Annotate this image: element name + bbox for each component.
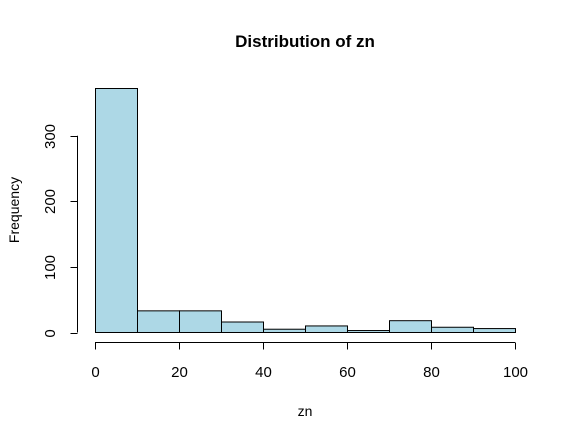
x-tick-label: 60 — [339, 364, 356, 381]
x-tick-label: 20 — [171, 364, 188, 381]
x-tick-label: 100 — [503, 364, 528, 381]
bars-group — [95, 88, 516, 333]
x-axis: 0 20 40 60 80 100 — [91, 342, 528, 381]
histogram-bar — [431, 326, 474, 333]
histogram-bar — [95, 88, 138, 333]
y-tick-label: 0 — [42, 329, 59, 337]
y-tick-label: 200 — [42, 189, 59, 214]
histogram-bar — [179, 310, 222, 333]
x-axis-label: zn — [298, 403, 313, 419]
histogram-bar — [389, 320, 432, 333]
x-tick-label: 0 — [91, 364, 99, 381]
histogram-bar — [221, 321, 264, 333]
histogram-bar — [473, 328, 516, 333]
y-axis-label: Frequency — [6, 177, 22, 243]
histogram-bar — [137, 310, 180, 333]
chart-title: Distribution of zn — [235, 32, 375, 51]
y-axis: 0 100 200 300 — [42, 124, 78, 338]
histogram-bar — [347, 330, 390, 333]
histogram-bar — [305, 325, 348, 333]
histogram-bar — [263, 328, 306, 333]
y-tick-label: 300 — [42, 124, 59, 149]
x-tick-label: 80 — [423, 364, 440, 381]
y-tick-label: 100 — [42, 255, 59, 280]
x-tick-label: 40 — [255, 364, 272, 381]
